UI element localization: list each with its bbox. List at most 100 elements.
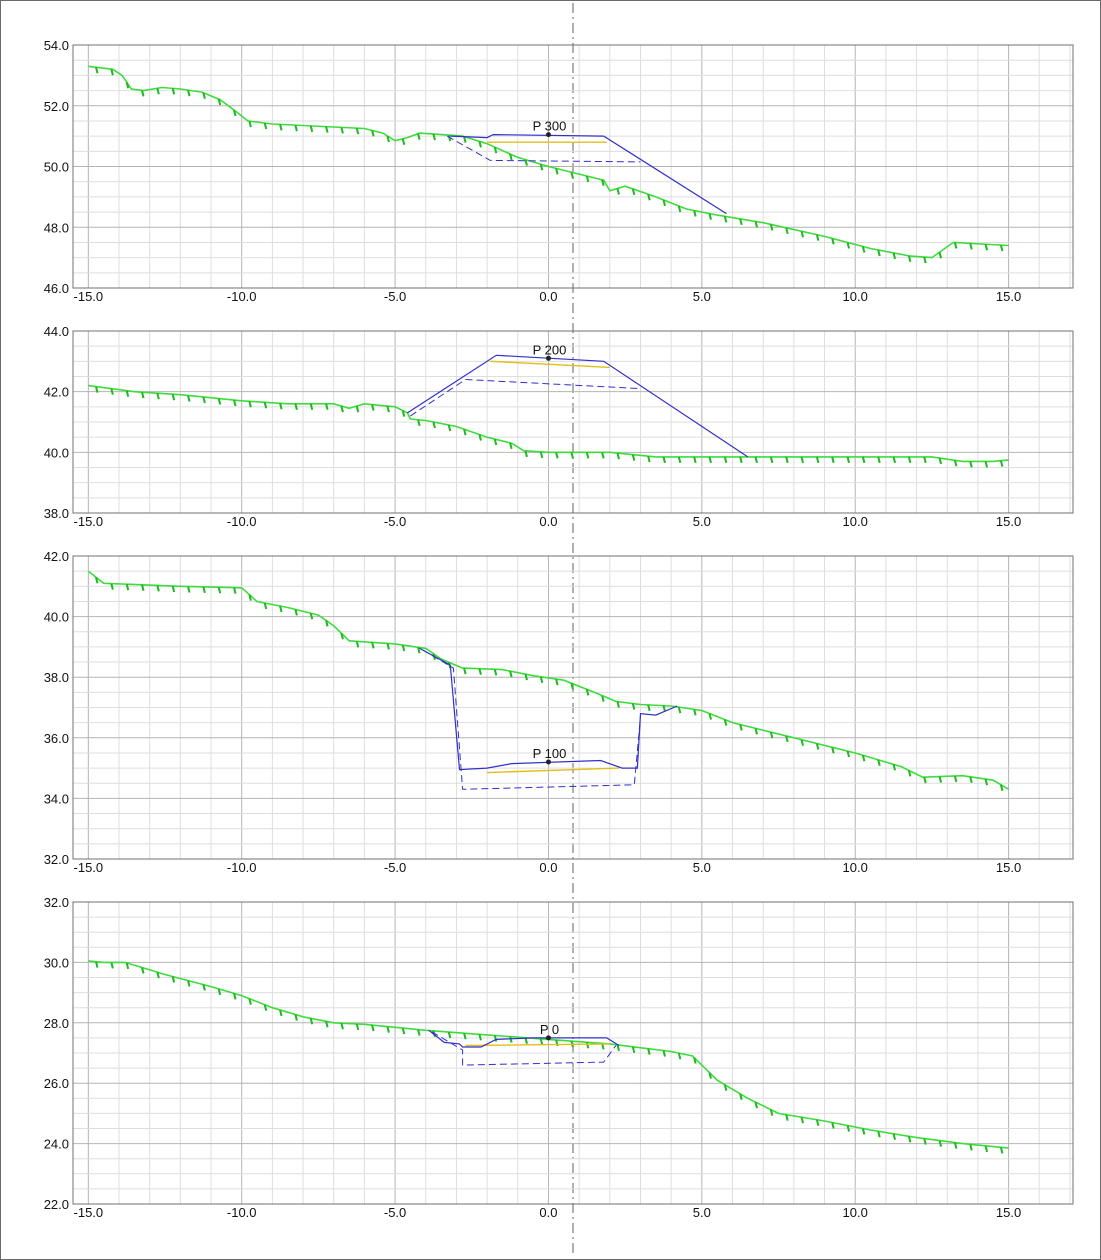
x-tick-label: -5.0	[384, 1205, 406, 1220]
ground-hatch-tick	[677, 706, 682, 714]
ground-hatch-tick	[263, 1004, 268, 1011]
x-tick-label: 15.0	[996, 514, 1021, 529]
ground-hatch-tick	[647, 1048, 651, 1055]
ground-hatch-tick	[401, 1027, 406, 1035]
ground-hatch-tick	[693, 210, 697, 217]
ground-hatch-tick	[785, 227, 789, 235]
ground-hatch-tick	[279, 605, 283, 613]
ground-hatch-tick	[493, 438, 498, 446]
ground-hatch-tick	[723, 1084, 728, 1091]
ground-hatch-tick	[524, 450, 528, 458]
station-marker	[545, 1035, 551, 1041]
y-tick-label: 52.0	[44, 99, 69, 114]
y-tick-label: 28.0	[44, 1016, 69, 1031]
ground-hatch-tick	[877, 249, 881, 257]
ground-hatch-tick	[539, 451, 544, 459]
ground-hatch-tick	[601, 452, 605, 459]
section-panel-1: 44.0 42.0 40.0 38.0 -15.0 -10.0 -5.0 0.0 5.0 10.0…	[44, 324, 1074, 529]
design-line	[450, 133, 727, 215]
ground-hatch-tick	[95, 386, 99, 393]
ground-hatch-tick	[447, 134, 452, 142]
section-panel-0: 54.0 52.0 50.0 48.0 46.0 -15.0 -10.0 -5.0 0.0 5.0…	[44, 38, 1074, 304]
ground-hatch-tick	[739, 1093, 743, 1101]
ground-hatch-tick	[831, 456, 835, 464]
ground-hatch-tick	[938, 251, 943, 259]
ground-hatch-tick	[969, 776, 973, 784]
ground-hatch-tick	[907, 255, 912, 263]
ground-hatch-tick	[969, 243, 973, 250]
design-line	[428, 1029, 620, 1048]
ground-hatch-tick	[325, 620, 329, 627]
x-tick-label: 15.0	[996, 1205, 1021, 1220]
design-line	[419, 647, 678, 771]
ground-hatch-tick	[907, 456, 912, 464]
ground-hatch-tick	[754, 456, 758, 464]
x-tick-label: 15.0	[996, 289, 1021, 304]
subgrade-line	[410, 378, 641, 417]
ground-hatch-tick	[631, 454, 636, 461]
ground-hatch-tick	[754, 728, 758, 735]
ground-hatch-tick	[907, 770, 912, 777]
ground-hatch-tick	[493, 1035, 498, 1042]
ground-hatch-tick	[662, 1050, 666, 1057]
ground-hatch-tick	[263, 602, 268, 610]
ground-hatch-tick	[785, 735, 789, 743]
ground-hatch-tick	[125, 390, 130, 397]
ground-hatch-tick	[815, 1119, 820, 1126]
ground-line	[88, 384, 1009, 463]
ground-hatch-tick	[923, 1138, 927, 1145]
ground-hatch-tick	[923, 256, 927, 264]
plot-frame	[72, 555, 1074, 860]
ground-hatch-tick	[662, 705, 666, 712]
ground-hatch-tick	[156, 585, 160, 592]
ground-hatch-tick	[355, 1023, 360, 1031]
ground-hatch-tick	[110, 583, 114, 590]
ground-hatch-tick	[616, 701, 620, 708]
ground-hatch-tick	[386, 1026, 390, 1033]
y-tick-label: 36.0	[44, 731, 69, 746]
ground-line	[87, 570, 1010, 790]
ground-hatch-tick	[723, 456, 728, 464]
ground-hatch-tick	[785, 456, 789, 464]
ground-hatch-tick	[294, 609, 298, 616]
ground-hatch-tick	[401, 410, 406, 417]
ground-hatch-tick	[923, 456, 927, 464]
x-tick-label: 15.0	[996, 860, 1021, 875]
ground-hatch-tick	[340, 1022, 344, 1030]
ground-hatch-tick	[708, 713, 712, 720]
ground-hatch-tick	[355, 405, 360, 413]
ground-hatch-tick	[187, 395, 191, 402]
ground-hatch-tick	[708, 456, 712, 464]
ground-hatch-tick	[539, 163, 544, 171]
plot-frame	[72, 330, 1074, 514]
ground-hatch-tick	[493, 669, 498, 676]
ground-hatch-tick	[585, 452, 590, 459]
ground-hatch-tick	[969, 1144, 973, 1151]
ground-hatch-tick	[800, 456, 804, 464]
ground-hatch-tick	[371, 1024, 375, 1032]
ground-hatch-tick	[110, 68, 114, 76]
ground-hatch-tick	[478, 1034, 482, 1041]
ground-hatch-tick	[739, 218, 743, 226]
ground-hatch-tick	[371, 404, 375, 411]
ground-hatch-tick	[233, 109, 237, 117]
ground-hatch-tick	[478, 434, 482, 441]
x-tick-label: -15.0	[74, 289, 104, 304]
ground-hatch-tick	[677, 205, 682, 213]
ground-hatch-tick	[815, 234, 820, 241]
ground-hatch-tick	[769, 1109, 774, 1116]
ground-hatch-tick	[325, 1021, 329, 1028]
x-tick-label: 5.0	[693, 1205, 711, 1220]
x-tick-label: 10.0	[843, 289, 868, 304]
ground-hatch-tick	[309, 125, 314, 133]
x-tick-label: -5.0	[384, 289, 406, 304]
pavement-layer-line	[487, 767, 620, 774]
ground-hatch-tick	[171, 393, 176, 401]
ground-hatch-tick	[309, 1018, 314, 1025]
section-panel-2: 42.0 40.0 38.0 36.0 34.0 32.0 -15.0 -10.0 -5.0 0.…	[44, 549, 1074, 875]
ground-hatch-tick	[217, 587, 222, 594]
ground-hatch-tick	[923, 776, 927, 784]
ground-hatch-tick	[509, 153, 513, 161]
ground-hatch-tick	[141, 90, 145, 97]
